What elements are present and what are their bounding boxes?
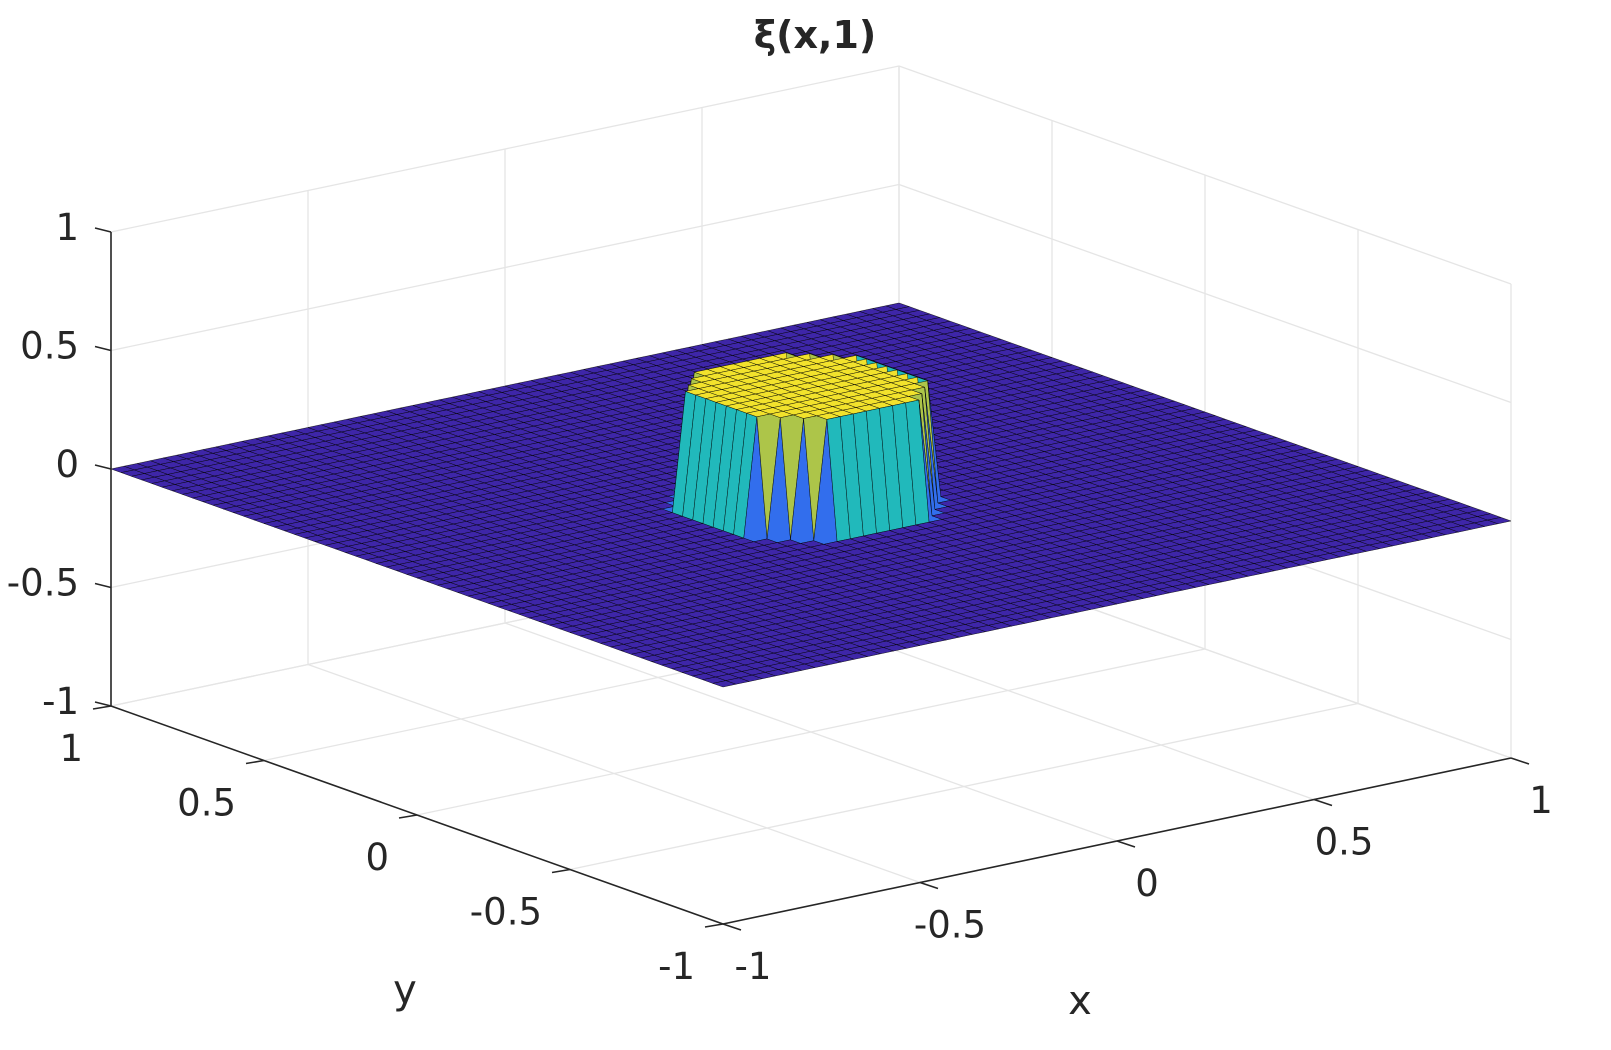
x-tick-label: -0.5 (914, 904, 986, 947)
y-tick (398, 814, 418, 819)
x-tick (1116, 840, 1136, 848)
back-wall-grid-line (110, 183, 900, 352)
surface-cell (1486, 517, 1512, 525)
floor-grid-line (569, 702, 1359, 871)
z-tick (94, 227, 112, 233)
z-tick-label: 1 (55, 206, 79, 249)
back-wall-grid-line (110, 65, 900, 233)
y-tick (92, 705, 112, 710)
z-tick-label: -0.5 (7, 562, 79, 605)
x-tick-label: 1 (1529, 779, 1553, 822)
y-tick (704, 923, 724, 928)
z-tick (94, 464, 112, 470)
tick-labels: -1-0.500.51-1-0.500.51-1-0.500.51 (7, 206, 1553, 988)
axes (92, 227, 1530, 931)
chart-title: ξ(x,1) (754, 13, 877, 57)
z-tick-label: 0.5 (20, 325, 79, 368)
z-tick (94, 345, 112, 352)
y-tick-label: 0.5 (177, 782, 236, 825)
surface-mesh (110, 302, 1512, 688)
z-tick (94, 701, 112, 707)
y-tick-label: -1 (658, 945, 695, 988)
y-tick (551, 868, 571, 874)
x-tick (1510, 757, 1530, 765)
x-tick (1313, 798, 1333, 807)
x-tick (919, 881, 939, 890)
y-tick-label: 0 (365, 836, 389, 879)
side-wall-grid-line (898, 65, 1512, 285)
z-tick-label: 0 (55, 443, 79, 486)
x-tick-label: 0 (1135, 862, 1159, 905)
z-tick (94, 582, 112, 589)
x-axis-label: x (1068, 978, 1092, 1024)
y-axis-label: y (393, 967, 417, 1013)
z-tick-label: -1 (42, 680, 79, 723)
y-tick-label: -0.5 (470, 891, 542, 934)
x-tick-label: 0.5 (1315, 821, 1374, 864)
floor-grid-line (416, 648, 1206, 816)
y-tick-label: 1 (59, 727, 83, 770)
y-tick (245, 759, 265, 765)
side-wall-grid-line (898, 183, 1512, 404)
x-tick (722, 923, 742, 931)
x-tick-label: -1 (735, 945, 772, 988)
